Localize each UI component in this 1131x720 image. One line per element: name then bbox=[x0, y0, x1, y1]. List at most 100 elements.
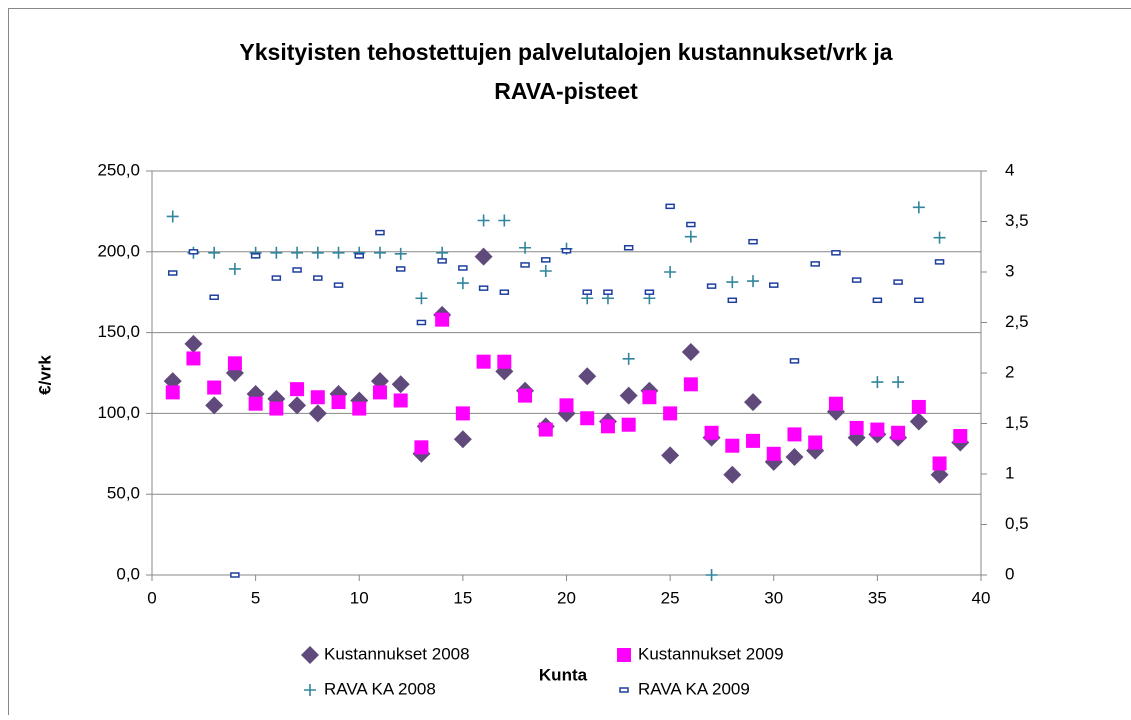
point bbox=[811, 262, 819, 266]
point bbox=[790, 359, 798, 363]
x-tick-label: 25 bbox=[661, 588, 680, 607]
x-tick-label: 30 bbox=[764, 588, 783, 607]
point bbox=[414, 440, 428, 454]
point bbox=[915, 298, 923, 302]
point bbox=[252, 254, 260, 258]
point bbox=[625, 246, 633, 250]
legend-label: Kustannukset 2008 bbox=[324, 644, 470, 663]
chart-title: Yksityisten tehostettujen palvelutalojen… bbox=[239, 39, 892, 65]
point bbox=[166, 385, 180, 399]
point bbox=[335, 283, 343, 287]
y-tick-label: 200,0 bbox=[97, 241, 140, 260]
point bbox=[770, 283, 778, 287]
point bbox=[373, 385, 387, 399]
y2-tick-label: 2,5 bbox=[1005, 312, 1029, 331]
point bbox=[417, 321, 425, 325]
point bbox=[622, 418, 636, 432]
point bbox=[873, 298, 881, 302]
point bbox=[829, 397, 843, 411]
legend-label: RAVA KA 2008 bbox=[324, 679, 436, 698]
x-axis-title: Kunta bbox=[539, 665, 588, 684]
point bbox=[477, 355, 491, 369]
point bbox=[832, 251, 840, 255]
point bbox=[725, 439, 739, 453]
chart-title: RAVA-pisteet bbox=[494, 78, 638, 104]
y2-tick-label: 2 bbox=[1005, 362, 1014, 381]
y-tick-label: 250,0 bbox=[97, 160, 140, 179]
point bbox=[850, 421, 864, 435]
point bbox=[891, 426, 905, 440]
y-axis-title: €/vrk bbox=[35, 355, 54, 395]
point bbox=[666, 204, 674, 208]
point bbox=[169, 271, 177, 275]
point bbox=[808, 435, 822, 449]
point bbox=[953, 429, 967, 443]
point bbox=[933, 456, 947, 470]
point bbox=[397, 267, 405, 271]
y2-tick-label: 1 bbox=[1005, 463, 1014, 482]
x-tick-label: 5 bbox=[251, 588, 260, 607]
point bbox=[604, 290, 612, 294]
y-tick-label: 150,0 bbox=[97, 322, 140, 341]
point bbox=[787, 427, 801, 441]
point bbox=[580, 411, 594, 425]
point bbox=[376, 231, 384, 235]
y-tick-label: 100,0 bbox=[97, 403, 140, 422]
point bbox=[728, 298, 736, 302]
y2-tick-label: 0 bbox=[1005, 564, 1014, 583]
point bbox=[228, 356, 242, 370]
point bbox=[560, 398, 574, 412]
point bbox=[746, 434, 760, 448]
point bbox=[521, 263, 529, 267]
y2-tick-label: 1,5 bbox=[1005, 413, 1029, 432]
point bbox=[767, 447, 781, 461]
point bbox=[435, 313, 449, 327]
point bbox=[563, 249, 571, 253]
point bbox=[500, 290, 508, 294]
y-tick-label: 50,0 bbox=[107, 484, 140, 503]
point bbox=[210, 295, 218, 299]
legend-label: RAVA KA 2009 bbox=[638, 679, 750, 698]
point bbox=[332, 395, 346, 409]
point bbox=[314, 276, 322, 280]
point bbox=[480, 286, 488, 290]
y2-tick-label: 3,5 bbox=[1005, 211, 1029, 230]
point bbox=[394, 393, 408, 407]
point bbox=[870, 423, 884, 437]
legend-marker bbox=[617, 648, 631, 662]
x-tick-label: 0 bbox=[147, 588, 156, 607]
point bbox=[352, 402, 366, 416]
point bbox=[894, 280, 902, 284]
point bbox=[705, 426, 719, 440]
point bbox=[645, 290, 653, 294]
point bbox=[293, 268, 301, 272]
x-tick-label: 40 bbox=[972, 588, 991, 607]
x-tick-label: 10 bbox=[350, 588, 369, 607]
point bbox=[708, 284, 716, 288]
point bbox=[642, 390, 656, 404]
y2-tick-label: 0,5 bbox=[1005, 514, 1029, 533]
point bbox=[231, 573, 239, 577]
point bbox=[355, 254, 363, 258]
x-tick-label: 35 bbox=[868, 588, 887, 607]
point bbox=[687, 223, 695, 227]
point bbox=[207, 381, 221, 395]
point bbox=[311, 390, 325, 404]
point bbox=[853, 278, 861, 282]
x-tick-label: 20 bbox=[557, 588, 576, 607]
legend-marker bbox=[620, 688, 628, 692]
point bbox=[518, 389, 532, 403]
point bbox=[269, 402, 283, 416]
point bbox=[249, 397, 263, 411]
point bbox=[663, 406, 677, 420]
point bbox=[936, 260, 944, 264]
point bbox=[912, 400, 926, 414]
point bbox=[601, 419, 615, 433]
point bbox=[583, 290, 591, 294]
point bbox=[189, 250, 197, 254]
chart-border bbox=[9, 9, 1131, 716]
point bbox=[684, 377, 698, 391]
point bbox=[456, 406, 470, 420]
point bbox=[438, 259, 446, 263]
